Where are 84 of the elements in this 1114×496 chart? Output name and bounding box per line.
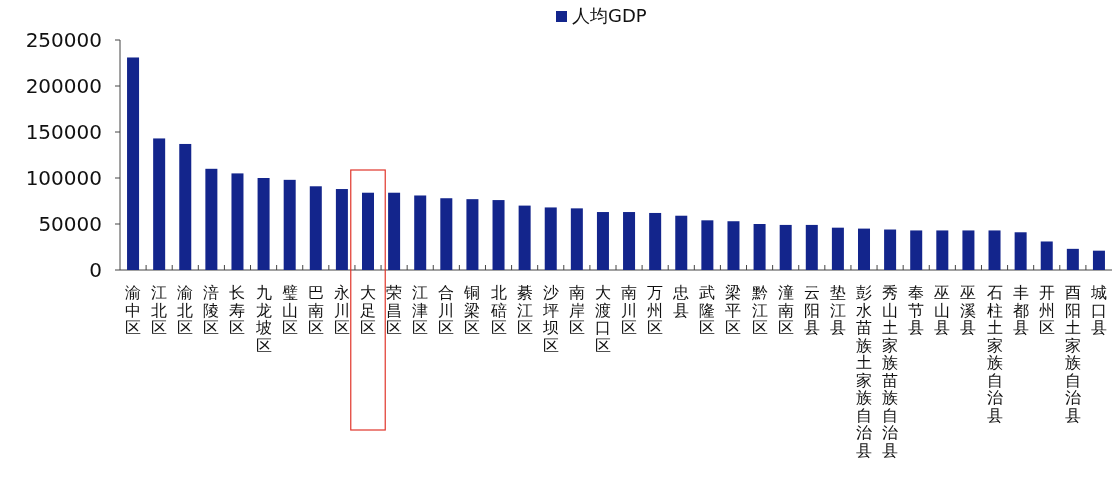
bar [362,192,374,270]
bar [283,179,296,270]
x-tick-label: 黔江区 [750,283,768,337]
bar [1066,248,1079,270]
bar [675,215,688,270]
bar [388,192,401,270]
y-tick-label: 100000 [25,166,102,190]
bar [910,230,923,270]
category-label: 彭水苗族土家族自治县 [856,283,872,460]
x-tick-label: 合川区 [438,283,455,337]
bar [309,186,322,270]
x-tick-label: 石柱土家族自治县 [986,283,1003,425]
bar [988,230,1001,270]
x-tick-label: 巫山县 [934,283,951,337]
x-tick-label: 渝中区 [125,283,142,337]
x-tick-label: 云阳县 [803,283,820,337]
bar [701,220,714,270]
bar [153,138,166,270]
bar [518,205,531,270]
bar [779,224,792,270]
bar [414,195,427,270]
bar [205,168,218,270]
bar [884,229,897,270]
x-tick-label: 北碚区 [489,283,507,337]
x-tick-label: 涪陵区 [203,283,220,337]
bar [858,228,870,270]
x-tick-label: 长寿区 [229,283,246,337]
y-tick-label: 250000 [25,28,102,52]
x-tick-label: 沙坪坝区 [541,283,559,355]
x-tick-label: 永川区 [333,283,350,337]
bar [649,212,662,270]
bar [1092,250,1105,270]
bar [257,178,270,270]
bar [753,224,766,270]
x-tick-label: 荣昌区 [386,283,403,337]
bar [1014,232,1027,270]
x-tick-label: 万州区 [647,283,664,337]
y-tick-label: 50000 [38,212,102,236]
bar [1040,241,1053,270]
x-tick-label: 南川区 [621,283,638,337]
bar [727,221,740,270]
x-tick-label: 奉节县 [908,283,925,337]
x-tick-label: 大足区 [360,283,376,337]
x-tick-label: 铜梁区 [463,283,481,337]
bar [831,227,844,270]
x-tick-label: 垫江县 [829,283,846,337]
x-tick-label: 江津区 [412,283,429,337]
x-tick-label: 忠县 [672,283,690,320]
bar [127,57,140,270]
bar [596,212,609,270]
bar [179,143,192,270]
legend-label: 人均GDP [572,5,647,26]
x-tick-label: 开州区 [1038,283,1055,337]
x-tick-label: 璧山区 [281,283,298,337]
x-tick-label: 綦江区 [516,283,533,337]
x-tick-label: 渝北区 [177,283,194,337]
x-tick-label: 江北区 [151,283,168,337]
bar [335,189,348,270]
bar [231,173,244,270]
category-label: 秀山土家族苗族自治县 [882,283,899,460]
legend: 人均GDP [556,5,647,26]
x-tick-label: 巫溪县 [960,283,977,337]
bar [466,199,479,270]
y-tick-label: 150000 [25,120,102,144]
x-tick-label: 九龙坡区 [254,283,272,355]
bar [936,230,949,270]
bar [492,200,505,270]
x-tick-label: 南岸区 [568,283,585,337]
x-tick-label: 丰都县 [1012,283,1029,337]
x-tick-label: 潼南区 [777,283,794,337]
x-tick-label: 武隆区 [699,283,716,337]
x-tick-label: 巴南区 [307,283,324,337]
y-tick-label: 0 [89,258,102,282]
x-tick-label: 大渡口区 [594,283,611,355]
bar [805,224,818,270]
x-tick-label: 梁平区 [725,283,742,337]
y-tick-label: 200000 [25,74,102,98]
bar [440,198,453,270]
bar [962,230,975,270]
x-tick-label: 酉阳土家族自治县 [1064,283,1081,425]
bar [570,208,583,270]
bar [623,212,636,270]
bar [544,207,557,270]
x-tick-label: 城口县 [1089,283,1107,337]
